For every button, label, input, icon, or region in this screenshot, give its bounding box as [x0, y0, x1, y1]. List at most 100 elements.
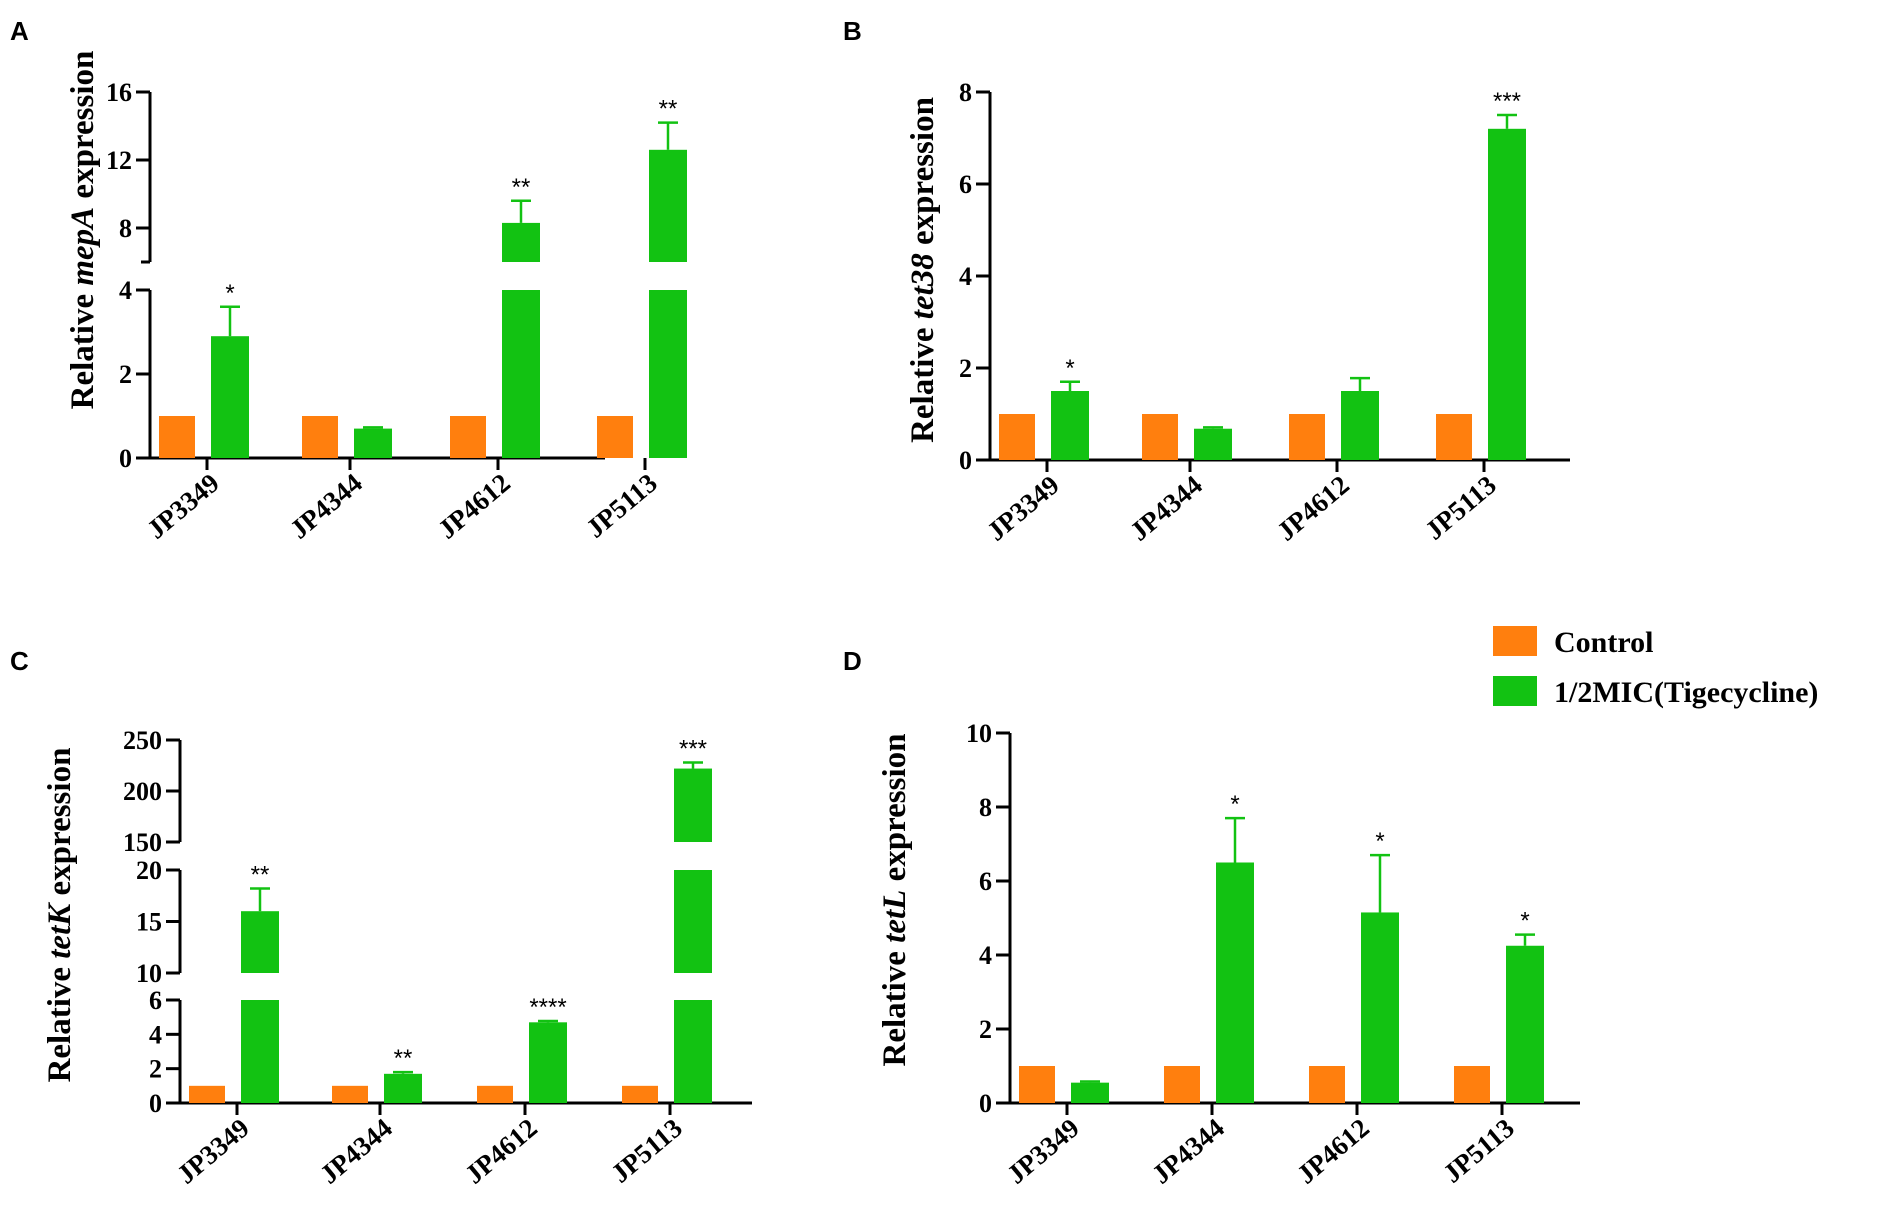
y-tick-label: 0 [979, 1089, 992, 1118]
bar-control [999, 414, 1035, 460]
x-tick-label: JP5113 [580, 468, 662, 544]
bar-treatment [241, 1000, 279, 1103]
panel-letter: C [10, 646, 29, 676]
y-tick-label: 10 [966, 719, 992, 748]
bar-control [622, 1085, 658, 1103]
bar-treatment [1488, 128, 1526, 461]
legend-swatch-treatment [1493, 676, 1537, 706]
bar-treatment [649, 290, 687, 458]
y-axis-label-suffix: expression [42, 748, 78, 904]
y-tick-label: 8 [959, 78, 972, 107]
y-tick-label: 8 [119, 214, 132, 243]
y-tick-label: 0 [959, 446, 972, 475]
y-tick-label: 2 [979, 1015, 992, 1044]
significance-label: * [1230, 791, 1239, 818]
panel-b: B Relative tet38 expression 0 2 4 6 8 * JP3349 JP… [843, 16, 1570, 547]
y-axis-label-suffix: expression [877, 733, 913, 889]
x-tick-label: JP4612 [1271, 470, 1355, 547]
x-tick-label: JP3349 [171, 1113, 255, 1190]
significance-label: *** [679, 735, 707, 762]
significance-label: * [225, 280, 234, 307]
significance-label: * [1520, 908, 1529, 935]
x-tick-label: JP4344 [1146, 1113, 1230, 1190]
y-axis-label-prefix: Relative [65, 286, 101, 410]
x-tick-label: JP5113 [1437, 1113, 1519, 1189]
y-tick-label: 2 [959, 354, 972, 383]
bar-control [189, 1085, 225, 1103]
panel-a: A Relative mepA expression 0 2 4 8 12 16 * JP3349… [10, 16, 687, 545]
bar-control [302, 416, 338, 458]
significance-label: ** [512, 174, 531, 201]
legend-label-control: Control [1554, 626, 1653, 659]
y-tick-label: 20 [136, 856, 162, 885]
panel-letter: B [843, 16, 862, 46]
x-tick-label: JP3349 [1001, 1113, 1085, 1190]
y-axis-label-suffix: expression [65, 51, 101, 207]
significance-label: ** [659, 96, 678, 123]
bar-control [1019, 1066, 1055, 1103]
y-axis-label-prefix: Relative [877, 943, 913, 1067]
legend-swatch-control [1493, 626, 1537, 656]
bar-treatment [674, 870, 712, 973]
bar-control [1309, 1066, 1345, 1103]
y-axis-label: Relative tetL expression [877, 733, 913, 1066]
bar-treatment [674, 768, 712, 842]
significance-label: * [1065, 355, 1074, 382]
x-tick-label: JP5113 [605, 1113, 687, 1189]
bar-control [1436, 414, 1472, 460]
y-tick-label: 4 [979, 941, 992, 970]
y-tick-label: 0 [149, 1089, 162, 1118]
bar-treatment [502, 222, 540, 262]
y-tick-label: 2 [149, 1055, 162, 1084]
bar-control [159, 416, 195, 458]
y-tick-label: 10 [136, 959, 162, 988]
y-axis-label-gene: mepA [65, 207, 101, 286]
significance-label: *** [1493, 88, 1521, 115]
bar-treatment [529, 1022, 567, 1103]
significance-label: **** [529, 994, 566, 1021]
y-axis-label: Relative tet38 expression [905, 97, 941, 443]
x-tick-label: JP4612 [459, 1113, 543, 1190]
y-tick-label: 16 [106, 78, 132, 107]
y-tick-label: 150 [123, 828, 162, 857]
panel-d: D Relative tetL expression 0 2 4 6 8 10 JP3349 * J… [843, 646, 1580, 1190]
panel-letter: D [843, 646, 862, 676]
bar-treatment [1216, 862, 1254, 1103]
x-tick-label: JP3349 [141, 468, 225, 545]
bar-control [1164, 1066, 1200, 1103]
y-tick-label: 250 [123, 726, 162, 755]
y-tick-label: 8 [979, 793, 992, 822]
bar-treatment [1361, 912, 1399, 1103]
y-axis-label-prefix: Relative [42, 959, 78, 1083]
bar-control [1289, 414, 1325, 460]
y-tick-label: 15 [136, 908, 162, 937]
bar-treatment [1051, 391, 1089, 460]
x-tick-label: JP4612 [1291, 1113, 1375, 1190]
y-tick-label: 4 [959, 262, 972, 291]
bar-control [1142, 414, 1178, 460]
bar-treatment [384, 1073, 422, 1103]
significance-label: ** [251, 862, 270, 889]
bar-treatment [649, 149, 687, 262]
x-tick-label: JP3349 [981, 470, 1065, 547]
y-tick-label: 4 [119, 276, 132, 305]
y-tick-label: 6 [979, 867, 992, 896]
x-tick-label: JP4344 [314, 1113, 398, 1190]
y-axis-label-gene: tet38 [905, 253, 941, 319]
bar-treatment [211, 336, 249, 458]
y-tick-label: 6 [149, 986, 162, 1015]
y-axis-label: Relative tetK expression [42, 748, 78, 1083]
significance-label: * [1375, 828, 1384, 855]
legend-label-treatment: 1/2MIC(Tigecycline) [1554, 676, 1818, 709]
y-tick-label: 200 [123, 777, 162, 806]
bar-treatment [1506, 945, 1544, 1103]
x-tick-label: JP4612 [432, 468, 516, 545]
legend: Control 1/2MIC(Tigecycline) [1493, 626, 1818, 709]
y-axis-label: Relative mepA expression [65, 51, 101, 410]
bar-control [597, 416, 633, 458]
panel-letter: A [10, 16, 29, 46]
y-tick-label: 12 [106, 146, 132, 175]
bar-treatment [1194, 428, 1232, 460]
